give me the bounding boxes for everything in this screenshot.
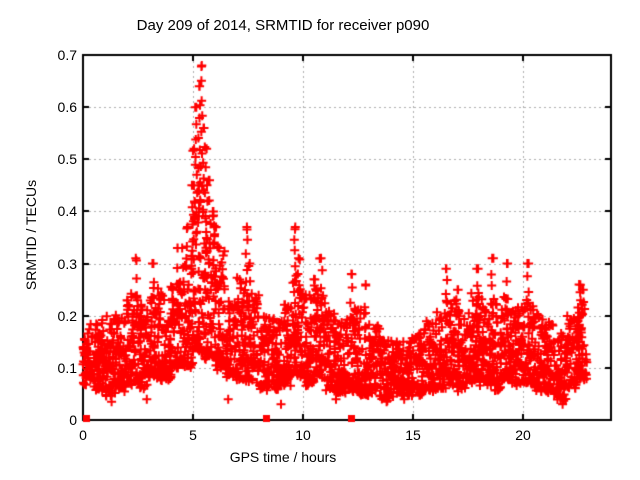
y-tick-label: 0.1 (57, 359, 77, 376)
x-tick-label: 10 (295, 427, 311, 443)
y-tick-label: 0.6 (57, 99, 77, 116)
y-tick-label: 0.5 (57, 151, 77, 168)
x-tick-label: 20 (515, 427, 531, 443)
y-tick-label: 0.4 (57, 203, 77, 220)
x-axis-label: GPS time / hours (229, 449, 337, 465)
x-tick-label: 5 (189, 427, 197, 443)
x-tick-label: 0 (79, 427, 87, 443)
chart-title: Day 209 of 2014, SRMTID for receiver p09… (136, 17, 430, 34)
y-tick-label: 0 (69, 412, 77, 428)
y-tick-label: 0.2 (57, 307, 77, 324)
y-tick-label: 0.3 (57, 255, 77, 272)
y-tick-label: 0.7 (57, 47, 77, 63)
x-tick-label: 15 (405, 427, 421, 443)
